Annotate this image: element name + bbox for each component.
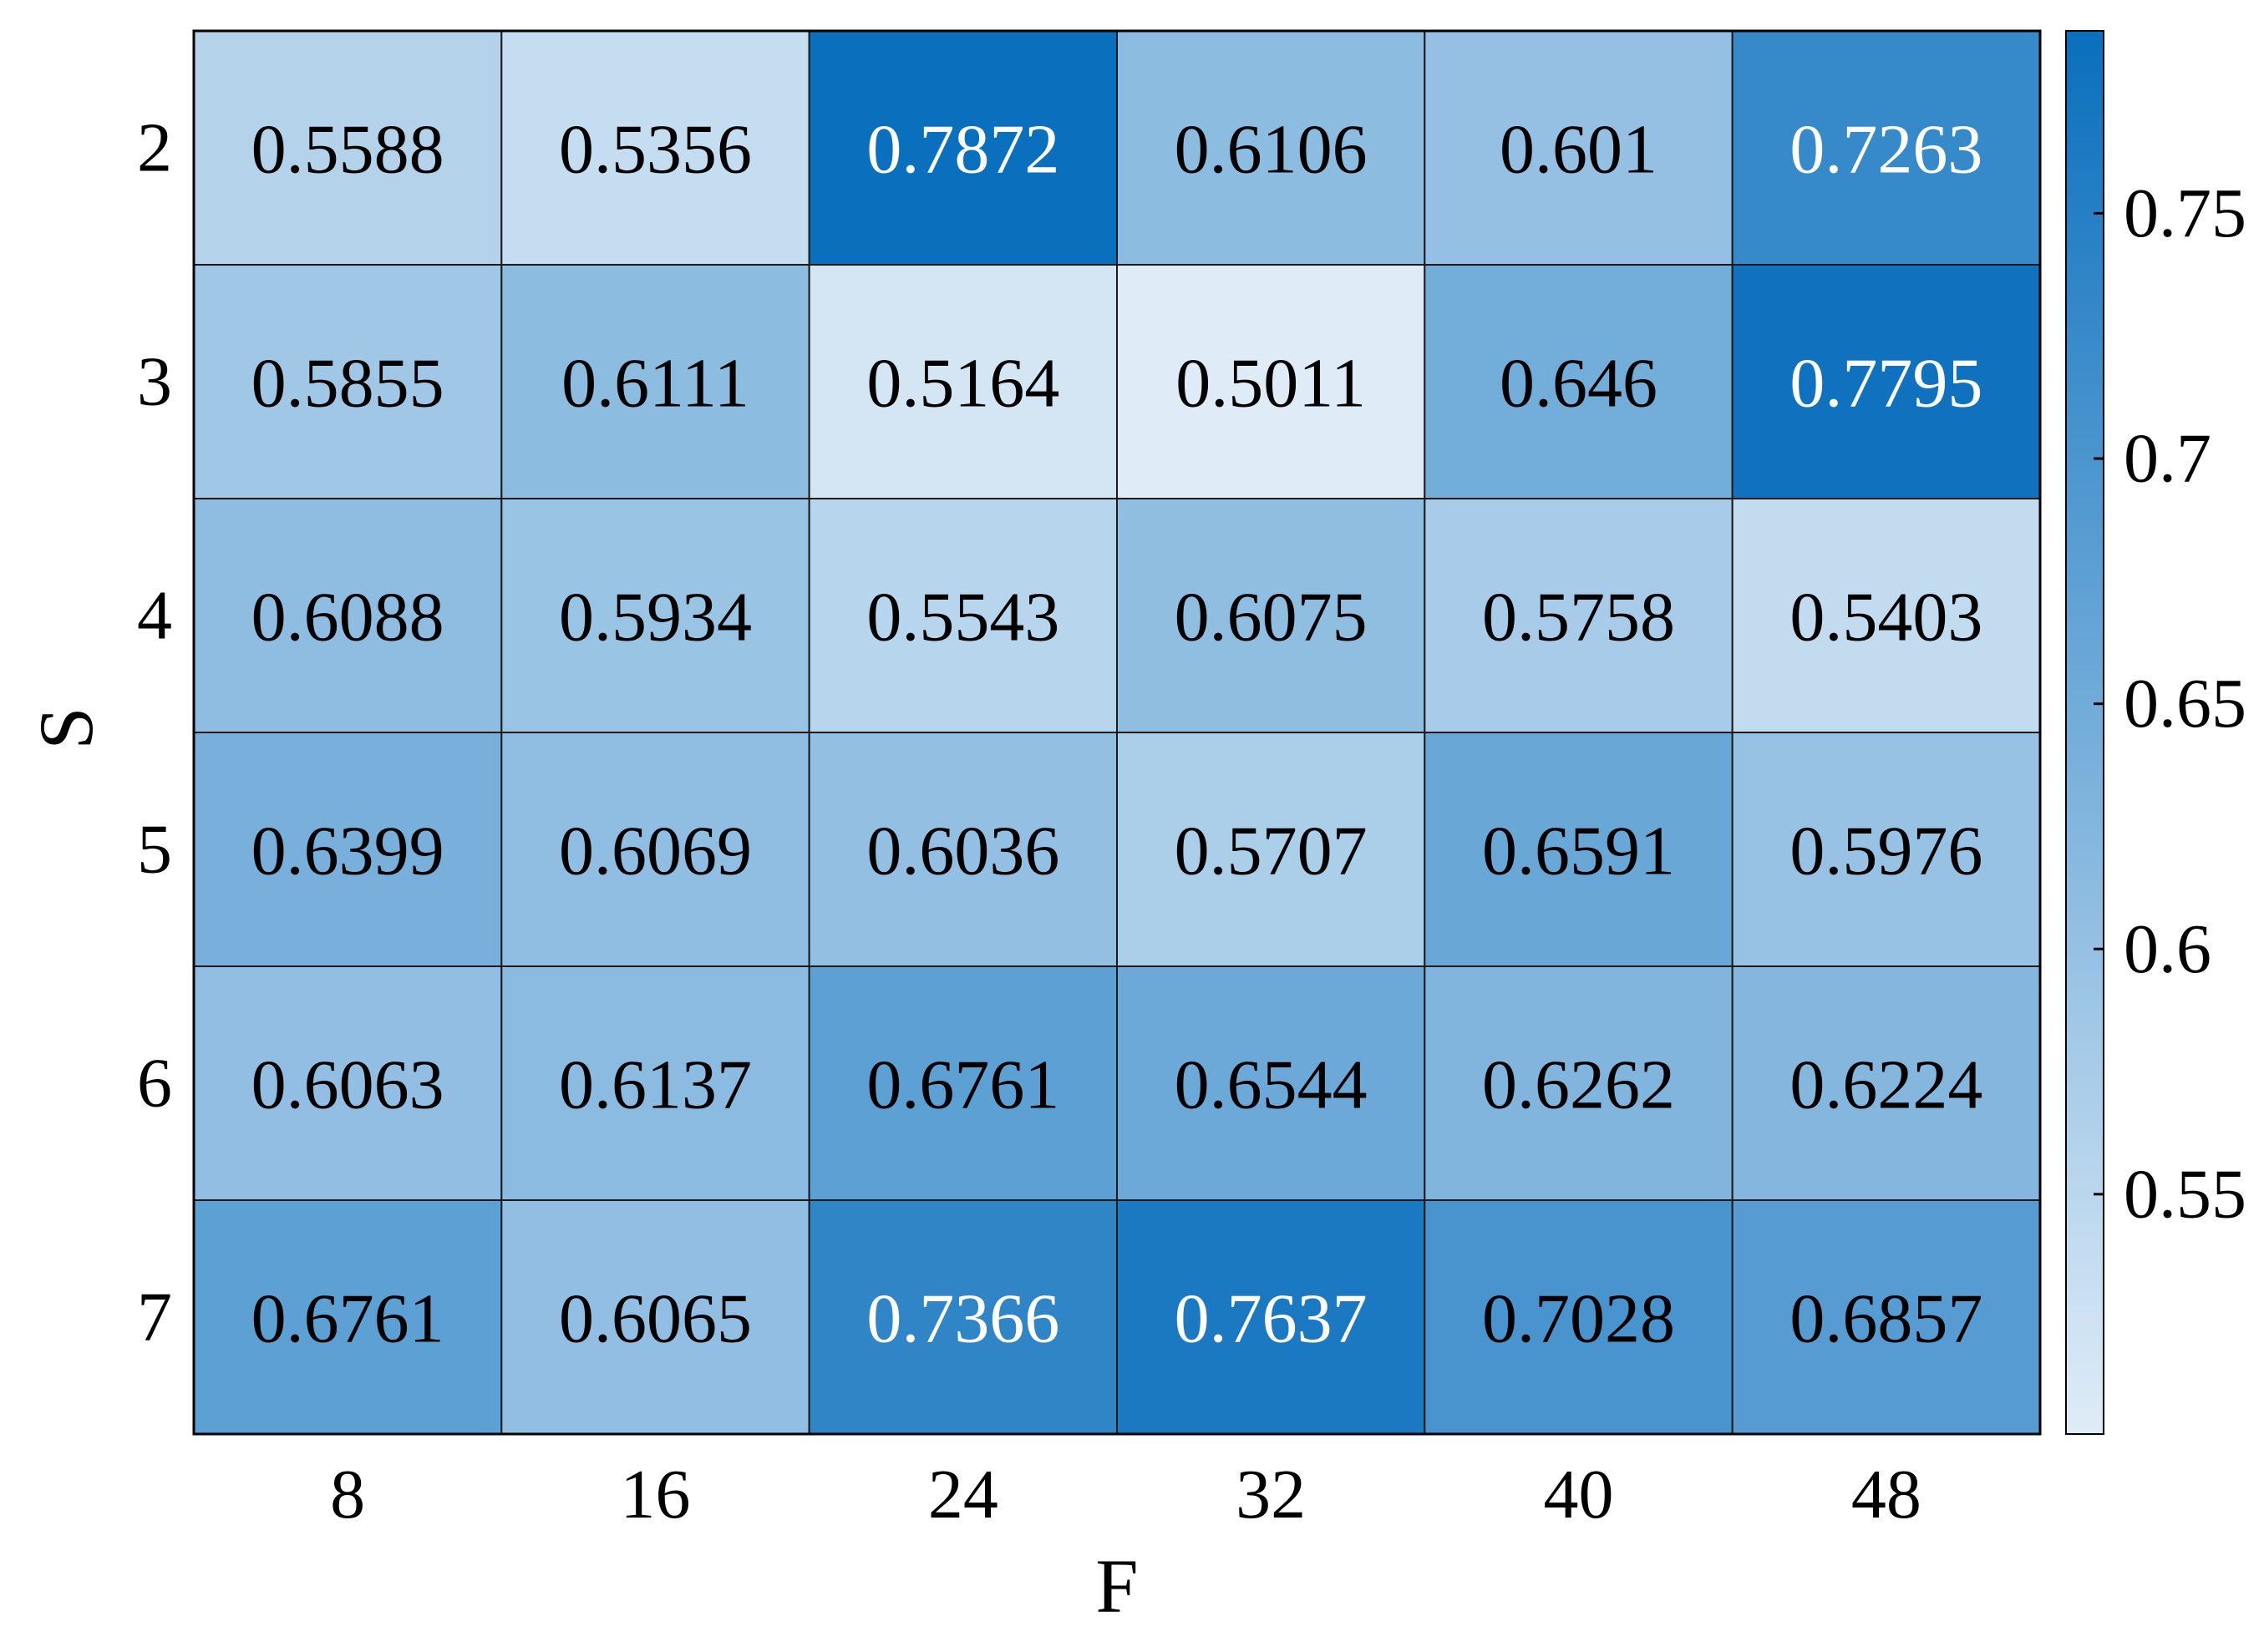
cell-value-label: 0.7028 [1482,1280,1675,1358]
cell-value-label: 0.646 [1500,345,1657,423]
heatmap-cell [193,1199,503,1435]
x-tick-label: 48 [1851,1456,1921,1533]
cell-value-label: 0.5934 [559,579,752,656]
colorbar-gradient [2065,30,2104,1435]
cell-value-label: 0.7637 [1175,1280,1368,1358]
heatmap-cell [193,732,503,967]
cell-value-label: 0.5707 [1175,813,1368,890]
heatmap-cell [1116,264,1426,499]
cell-value-label: 0.6137 [559,1046,752,1124]
x-tick-label: 32 [1236,1456,1306,1533]
cells-layer: 0.5588 0.5356 0.7872 0.6106 0.601 0.7263 0.585… [192,29,2042,1436]
cell-value-label: 0.5758 [1482,579,1675,656]
cell-value-label: 0.7366 [866,1280,1059,1358]
cell-value-label: 0.6065 [559,1280,752,1358]
cell-value-label: 0.5011 [1175,345,1366,423]
cell-value-label: 0.601 [1500,111,1657,189]
heatmap-cell [193,965,503,1201]
cell-value-label: 0.7795 [1789,345,1982,423]
x-tick-label: 24 [928,1456,998,1533]
heatmap-cell [500,965,810,1201]
y-tick-label: 2 [137,109,172,187]
heatmap-cell [808,965,1119,1201]
x-axis-label: F [1095,1543,1138,1629]
y-tick-label: 5 [137,811,172,889]
x-tick-label: 8 [330,1456,365,1533]
heatmap-cell [1424,498,1734,733]
cell-value-label: 0.5543 [866,579,1059,656]
cell-value-label: 0.6857 [1789,1280,1982,1358]
cell-value-label: 0.5976 [1789,813,1982,890]
cell-value-label: 0.6591 [1482,813,1675,890]
colorbar-tick-label: 0.65 [2124,665,2246,742]
cell-value-label: 0.6761 [866,1046,1059,1124]
x-tick-label: 40 [1544,1456,1614,1533]
colorbar: 0.55 0.6 0.65 0.7 0.75 [2065,30,2246,1435]
cell-value-label: 0.6544 [1175,1046,1368,1124]
cell-value-label: 0.6224 [1789,1046,1982,1124]
heatmap-cell [1424,30,1734,266]
heatmap-cell [500,264,810,499]
heatmap-cell [1424,732,1734,967]
heatmap-cell [1424,965,1734,1201]
cell-value-label: 0.6088 [251,579,444,656]
y-tick-label: 3 [137,343,172,421]
heatmap-cell [193,264,503,499]
heatmap-cell [1731,30,2042,266]
cell-value-label: 0.5164 [866,345,1059,423]
y-tick-label: 6 [137,1045,172,1122]
cell-value-label: 0.7872 [866,111,1059,189]
heatmap-cell [500,30,810,266]
heatmap-cell [193,498,503,733]
colorbar-tick-label: 0.6 [2124,910,2211,988]
cell-value-label: 0.6075 [1175,579,1368,656]
cell-value-label: 0.6111 [561,345,749,423]
heatmap-cell [1116,1199,1426,1435]
colorbar-tick-label: 0.7 [2124,420,2211,498]
heatmap-cell [1731,264,2042,499]
cell-value-label: 0.6069 [559,813,752,890]
cell-value-label: 0.5855 [251,345,444,423]
heatmap-cell [1116,965,1426,1201]
heatmap-cell [1116,498,1426,733]
ticks-layer: 8 16 24 32 40 48 2 3 4 5 6 7 [137,109,1921,1534]
cell-value-label: 0.6063 [251,1046,444,1124]
heatmap-cell [808,498,1119,733]
heatmap-cell [1116,30,1426,266]
colorbar-tick-label: 0.55 [2124,1155,2246,1233]
heatmap-cell [500,498,810,733]
cell-value-label: 0.5588 [251,111,444,189]
cell-value-label: 0.5403 [1789,579,1982,656]
heatmap-cell [1731,498,2042,733]
heatmap-cell [500,732,810,967]
cell-value-label: 0.6761 [251,1280,444,1358]
cell-value-label: 0.5356 [559,111,752,189]
heatmap-cell [808,732,1119,967]
y-tick-label: 7 [137,1279,172,1356]
heatmap-cell [1731,1199,2042,1435]
colorbar-tick-label: 0.75 [2124,175,2246,252]
plot-border [192,29,2042,1436]
cell-value-label: 0.6399 [251,813,444,890]
cell-value-label: 0.7263 [1789,111,1982,189]
heatmap-cell [1424,1199,1734,1435]
heatmap-cell [193,30,503,266]
cell-value-label: 0.6262 [1482,1046,1675,1124]
y-axis-label: S [23,707,109,749]
y-tick-label: 4 [137,577,172,655]
heatmap-cell [1116,732,1426,967]
x-tick-label: 16 [621,1456,691,1533]
cell-value-label: 0.6036 [866,813,1059,890]
cell-value-label: 0.6106 [1175,111,1368,189]
